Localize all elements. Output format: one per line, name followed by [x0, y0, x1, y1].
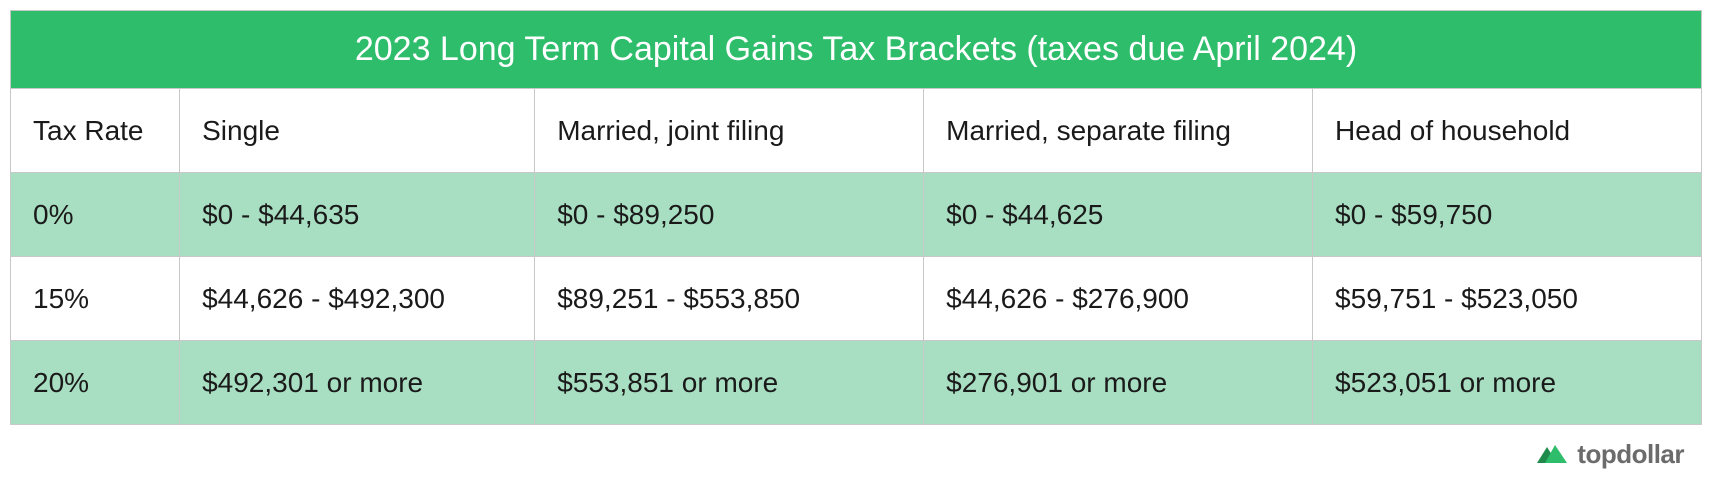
brand-footer: topdollar [10, 425, 1702, 470]
cell-hoh: $0 - $59,750 [1313, 173, 1702, 257]
cell-joint: $89,251 - $553,850 [535, 257, 924, 341]
table-row: 20% $492,301 or more $553,851 or more $2… [11, 341, 1702, 425]
cell-single: $0 - $44,635 [180, 173, 535, 257]
tax-brackets-table: 2023 Long Term Capital Gains Tax Bracket… [10, 10, 1702, 425]
col-header-rate: Tax Rate [11, 89, 180, 173]
cell-hoh: $523,051 or more [1313, 341, 1702, 425]
brand-name: topdollar [1577, 439, 1684, 470]
cell-rate: 20% [11, 341, 180, 425]
col-header-joint: Married, joint filing [535, 89, 924, 173]
table-title: 2023 Long Term Capital Gains Tax Bracket… [11, 11, 1702, 89]
title-row: 2023 Long Term Capital Gains Tax Bracket… [11, 11, 1702, 89]
cell-joint: $553,851 or more [535, 341, 924, 425]
cell-single: $44,626 - $492,300 [180, 257, 535, 341]
col-header-single: Single [180, 89, 535, 173]
cell-separate: $44,626 - $276,900 [924, 257, 1313, 341]
cell-separate: $276,901 or more [924, 341, 1313, 425]
table-row: 0% $0 - $44,635 $0 - $89,250 $0 - $44,62… [11, 173, 1702, 257]
cell-single: $492,301 or more [180, 341, 535, 425]
cell-rate: 15% [11, 257, 180, 341]
header-row: Tax Rate Single Married, joint filing Ma… [11, 89, 1702, 173]
topdollar-logo-icon [1533, 441, 1569, 469]
table-row: 15% $44,626 - $492,300 $89,251 - $553,85… [11, 257, 1702, 341]
cell-rate: 0% [11, 173, 180, 257]
cell-joint: $0 - $89,250 [535, 173, 924, 257]
cell-hoh: $59,751 - $523,050 [1313, 257, 1702, 341]
cell-separate: $0 - $44,625 [924, 173, 1313, 257]
col-header-separate: Married, separate filing [924, 89, 1313, 173]
col-header-hoh: Head of household [1313, 89, 1702, 173]
